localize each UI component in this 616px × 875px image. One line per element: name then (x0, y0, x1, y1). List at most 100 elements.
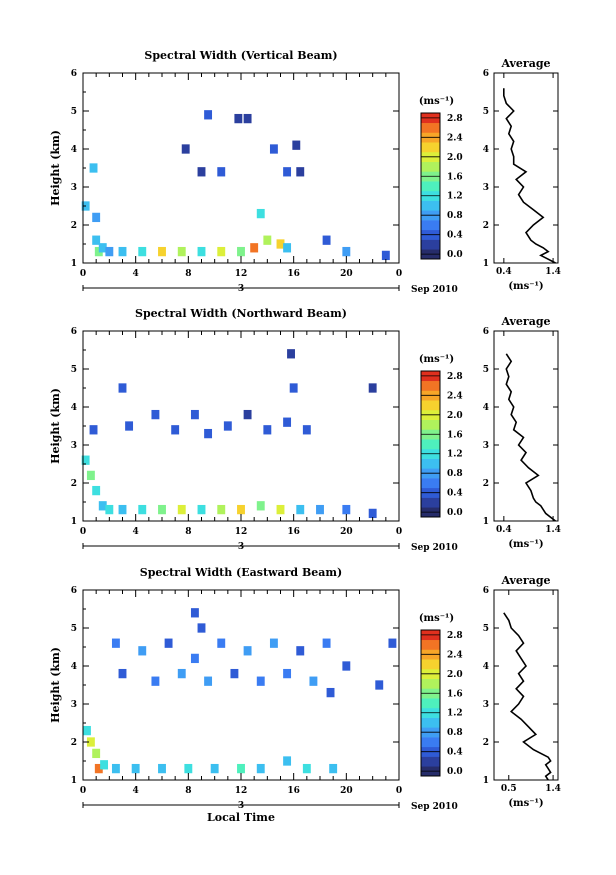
heatmap-cells (81, 110, 390, 261)
average-y-tick-label: 2 (483, 738, 489, 748)
heatmap-cell (326, 687, 335, 698)
colorbar-segment (421, 239, 440, 250)
heatmap-cell (283, 243, 292, 253)
heatmap-cell (204, 428, 213, 439)
panel-1: Spectral Width (Northward Beam)0 4 8 12 16 20… (49, 307, 561, 553)
heatmap-cell (329, 763, 338, 774)
y-tick-label: 5 (71, 107, 77, 117)
heatmap-cell (322, 235, 331, 245)
heatmap-cell (98, 501, 107, 511)
colorbar-segment (421, 161, 440, 172)
average-y-tick-label: 2 (483, 221, 489, 231)
average-x-label: (ms⁻¹) (508, 281, 543, 292)
heatmap-cell (237, 504, 245, 515)
y-tick-label: 2 (71, 738, 77, 748)
plot-frame (82, 589, 400, 781)
colorbar-segment (421, 717, 440, 728)
average-y-tick-label: 1 (483, 259, 489, 269)
colorbar-tick-label: 1.6 (447, 689, 463, 699)
heatmap-cell (118, 504, 127, 515)
heatmap-cell (316, 504, 324, 515)
colorbar-segment (421, 380, 440, 391)
heatmap-cell (296, 646, 305, 656)
y-axis-label: Height (km) (49, 388, 62, 464)
heatmap-cell (177, 246, 186, 257)
x-tick-label: 16 (287, 269, 300, 279)
heatmap-cell (197, 623, 206, 633)
colorbar-tick-label: 2.0 (447, 670, 463, 680)
heatmap-cell (86, 737, 95, 747)
date-label: Sep 2010 (411, 285, 458, 295)
heatmap-cell (92, 235, 101, 245)
colorbar-frame (420, 112, 441, 260)
heatmap-cell (230, 668, 239, 679)
heatmap-cell (256, 676, 265, 686)
heatmap-cell (309, 676, 318, 686)
average-x-tick-label: 0.5 (501, 784, 517, 794)
heatmap-cell (381, 250, 390, 261)
heatmap-cell (151, 676, 160, 686)
colorbar-segment (421, 142, 440, 153)
x-tick-label: 0 (396, 786, 402, 796)
x-tick-label: 12 (235, 269, 248, 279)
average-frame (493, 72, 559, 264)
heatmap-cell (256, 763, 265, 774)
x-tick-label: 20 (340, 527, 353, 537)
average-y-tick-label: 4 (483, 145, 489, 155)
x-tick-label: 4 (133, 786, 139, 796)
colorbar-segment (421, 659, 440, 670)
x-tick-label: 12 (235, 786, 248, 796)
heatmap-cell (158, 246, 166, 257)
colorbar-segment (421, 737, 440, 748)
y-tick-label: 5 (71, 624, 77, 634)
average-y-tick-label: 5 (483, 365, 489, 375)
heatmap-cell (283, 167, 292, 177)
heatmap-cell (263, 425, 272, 435)
average-y-tick-label: 1 (483, 776, 489, 786)
heatmap-cell (263, 235, 272, 245)
heatmap-cell (158, 504, 166, 515)
y-tick-label: 5 (71, 365, 77, 375)
average-frame (493, 330, 559, 522)
heatmap-cell (296, 504, 305, 515)
heatmap-cell (98, 243, 107, 253)
heatmap-cell (243, 409, 252, 420)
average-title: Average (500, 315, 550, 328)
y-tick-label: 2 (71, 479, 77, 489)
colorbar-tick-label: 2.0 (447, 411, 463, 421)
colorbar-tick-label: 2.8 (447, 631, 463, 641)
y-tick-label: 1 (71, 259, 77, 269)
heatmap-cell (342, 246, 351, 257)
heatmap-cell (210, 763, 219, 774)
colorbar-frame (420, 629, 441, 777)
average-y-tick-label: 3 (483, 700, 489, 710)
date-marker: 3 (238, 542, 244, 552)
colorbar-segment (421, 439, 440, 450)
heatmap-cell (81, 455, 90, 465)
average-profile-line (502, 88, 556, 264)
heatmap-cell (388, 638, 397, 648)
heatmap-cell (197, 504, 206, 515)
heatmap-cell (171, 425, 180, 435)
heatmap-cell (302, 763, 311, 774)
date-label: Sep 2010 (411, 802, 458, 812)
heatmap-cell (94, 763, 103, 774)
average-x-tick-label: 1.4 (545, 525, 561, 535)
average-y-tick-label: 6 (483, 586, 489, 596)
heatmap-cell (105, 504, 114, 515)
heatmap-cell (204, 110, 213, 120)
heatmap-cell (283, 756, 292, 766)
plot-frame (82, 72, 400, 264)
heatmap-cells (83, 608, 397, 774)
average-profile-line (505, 353, 556, 522)
date-marker: 3 (238, 284, 244, 294)
y-tick-label: 4 (71, 403, 77, 413)
heatmap-cell (92, 748, 101, 759)
average-profile-line (503, 612, 552, 781)
colorbar-frame (420, 370, 441, 518)
y-axis-label: Height (km) (49, 647, 62, 723)
panel-title: Spectral Width (Eastward Beam) (140, 566, 342, 579)
heatmap-cells (81, 349, 377, 519)
heatmap-cell (289, 383, 298, 393)
colorbar-segment (421, 181, 440, 192)
